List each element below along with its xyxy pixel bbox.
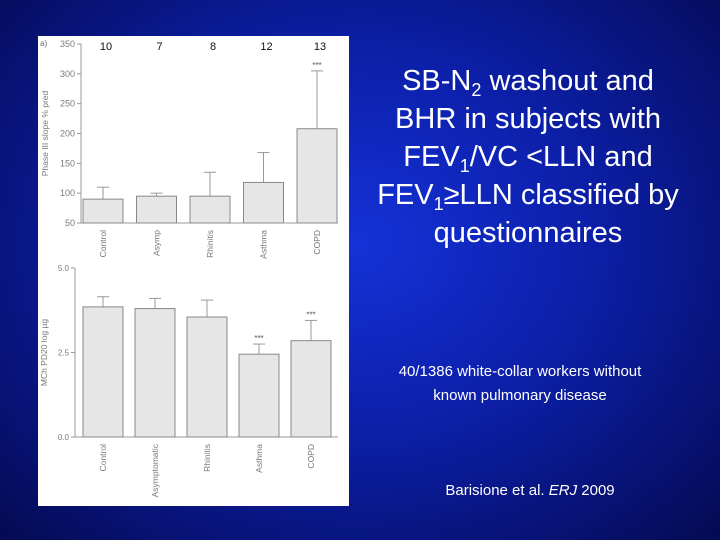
significance-marker: ***: [306, 310, 315, 319]
bar-asymp: [136, 195, 177, 224]
y-tick-label: 2.5: [58, 349, 70, 358]
citation: Barisione et al. ERJ 2009: [445, 482, 615, 499]
panel-label: a): [40, 39, 47, 48]
bar-control: [82, 198, 124, 224]
significance-marker: ***: [312, 61, 321, 70]
bar-copd: [290, 340, 332, 438]
y-tick-label: 200: [60, 129, 75, 139]
y-axis-title: MCh PD20 log µg: [39, 319, 49, 387]
sample-size-label: 8: [210, 41, 216, 53]
category-label: Control: [98, 230, 108, 258]
y-tick-label: 5.0: [58, 264, 70, 273]
bar-asymptomatic: [134, 308, 176, 438]
y-axis-title: Phase III slope % pred: [40, 90, 50, 176]
category-label: Rhinitis: [205, 230, 215, 258]
y-tick-label: 350: [60, 39, 75, 49]
y-tick-label: 0.0: [58, 433, 70, 442]
bar-control: [82, 306, 124, 438]
y-tick-label: 300: [60, 69, 75, 79]
category-label: Asymptomatic: [150, 443, 160, 497]
category-label: Control: [98, 444, 108, 472]
slide-title: SB-N2 washout and BHR in subjects with F…: [377, 65, 679, 249]
bar-rhinitis: [189, 195, 231, 224]
category-label: Asthma: [259, 230, 269, 259]
bar-asthma: [243, 181, 284, 224]
y-tick-label: 250: [60, 99, 75, 109]
category-label: COPD: [306, 444, 316, 469]
category-label: Asymp: [152, 230, 162, 256]
category-label: COPD: [312, 230, 322, 255]
sample-size-label: 12: [260, 41, 272, 53]
sample-size-label: 7: [156, 41, 162, 53]
y-tick-label: 100: [60, 188, 75, 198]
slide-subtitle: 40/1386 white-collar workers without kno…: [398, 363, 642, 404]
sample-size-label: 10: [100, 41, 112, 53]
figure-panel: 50 100 150 200 250 300 350 Phase III slope % pr…: [38, 36, 349, 506]
chart-figure: 50 100 150 200 250 300 350 Phase III slope % pr…: [39, 39, 338, 497]
bar-copd: [296, 128, 338, 224]
bar-rhinitis: [186, 316, 228, 438]
category-label: Rhinitis: [202, 444, 212, 472]
category-label: Asthma: [254, 444, 264, 473]
y-tick-label: 50: [65, 218, 75, 228]
sample-size-label: 13: [314, 41, 326, 53]
y-tick-label: 150: [60, 158, 75, 168]
significance-marker: ***: [254, 334, 263, 343]
bar-asthma: [238, 353, 280, 438]
